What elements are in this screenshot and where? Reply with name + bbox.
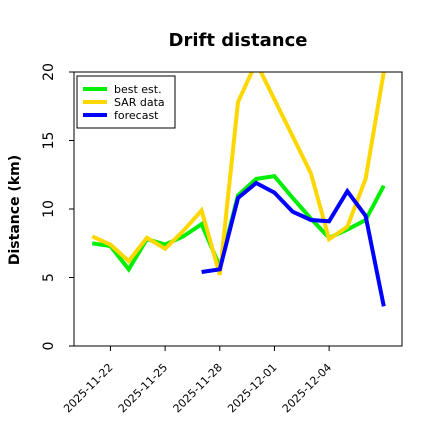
y-tick-label: 15 xyxy=(41,132,57,150)
chart-title: Drift distance xyxy=(169,30,308,51)
y-tick-label: 0 xyxy=(41,342,57,351)
y-tick-label: 5 xyxy=(41,273,57,282)
legend-label: SAR data xyxy=(114,96,165,109)
y-tick-label: 20 xyxy=(41,63,57,81)
y-axis-label: Distance (km) xyxy=(7,155,23,265)
series-line-sar-data xyxy=(91,72,386,276)
y-tick-label: 10 xyxy=(41,200,57,218)
legend-label: forecast xyxy=(114,109,159,122)
legend-label: best est. xyxy=(114,83,162,96)
series-line-forecast xyxy=(201,180,386,307)
